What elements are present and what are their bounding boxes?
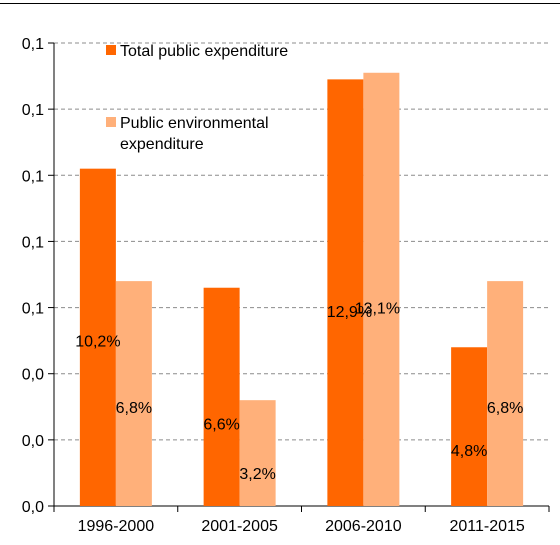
bar-total-public bbox=[203, 287, 240, 506]
bar-total-public bbox=[327, 79, 364, 506]
legend-swatch-public-environmental bbox=[106, 117, 116, 127]
bar-public-environmental bbox=[363, 72, 400, 506]
y-tick-label: 0,1 bbox=[22, 36, 44, 53]
x-tick-label: 2001-2005 bbox=[201, 518, 278, 535]
y-tick-label: 0,0 bbox=[22, 367, 44, 384]
y-tick-label: 0,1 bbox=[22, 102, 44, 119]
y-tick-label: 0,1 bbox=[22, 234, 44, 251]
data-label-public-environmental: 6,8% bbox=[116, 400, 152, 417]
bar-public-environmental bbox=[239, 400, 276, 506]
y-tick-label: 0,0 bbox=[22, 499, 44, 516]
legend-label-line: expenditure bbox=[120, 136, 204, 153]
bar-public-environmental bbox=[487, 281, 524, 506]
y-tick-label: 0,1 bbox=[22, 301, 44, 318]
legend-label-total-public: Total public expenditure bbox=[120, 43, 288, 60]
y-tick-label: 0,1 bbox=[22, 168, 44, 185]
bar-public-environmental bbox=[115, 281, 152, 506]
y-tick-label: 0,0 bbox=[22, 433, 44, 450]
data-label-public-environmental: 6,8% bbox=[487, 400, 523, 417]
bar-total-public bbox=[451, 347, 488, 506]
legend-label-line: Public environmental bbox=[120, 115, 269, 132]
bar-total-public bbox=[79, 168, 116, 506]
data-label-total-public: 6,6% bbox=[203, 416, 239, 433]
legend-swatch-total-public bbox=[106, 45, 116, 55]
data-label-total-public: 12,9% bbox=[327, 304, 372, 321]
x-tick-label: 2011-2015 bbox=[449, 518, 524, 535]
top-rule bbox=[0, 3, 560, 4]
legend-label-public-environmental: Public environmental expenditure bbox=[120, 115, 269, 153]
x-tick-label: 1996-2000 bbox=[78, 518, 155, 535]
data-label-total-public: 4,8% bbox=[451, 443, 487, 460]
data-label-public-environmental: 3,2% bbox=[239, 466, 275, 483]
x-tick-label: 2006-2010 bbox=[325, 518, 402, 535]
data-label-total-public: 10,2% bbox=[75, 334, 120, 351]
data-label-public-environmental: 13,1% bbox=[355, 301, 400, 318]
